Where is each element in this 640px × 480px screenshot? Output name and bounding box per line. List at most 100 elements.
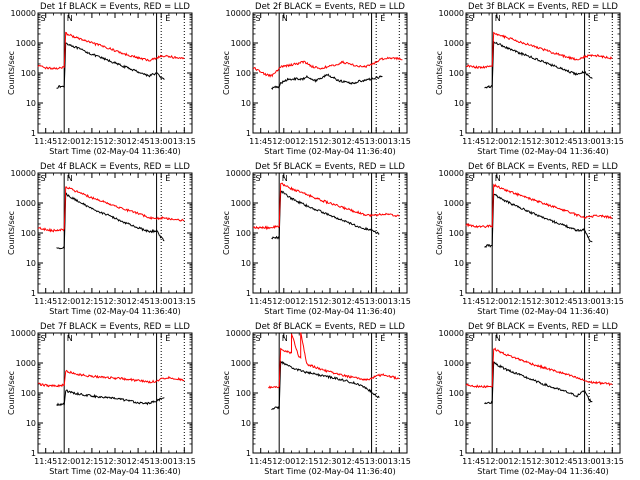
x-axis-label: Start Time (02-May-04 11:36:40) (264, 467, 395, 476)
panel: Det 1f BLACK = Events, RED = LLD 1 10 100 10… (7, 2, 196, 156)
marker-label: N (282, 174, 288, 183)
marker-label: S (41, 14, 46, 23)
panel-title: Det 5f BLACK = Events, RED = LLD (255, 162, 405, 172)
y-tick-label: 1000 (231, 199, 251, 208)
x-tick-label: 12:00 (272, 137, 295, 146)
series-events-line (56, 389, 165, 407)
marker-label: E (593, 174, 598, 183)
y-axis-label: Counts/sec (435, 371, 444, 415)
y-tick-label: 100 (236, 69, 251, 78)
y-axis-label: Counts/sec (7, 371, 16, 415)
x-tick-label: 13:00 (365, 137, 388, 146)
plot-frame (37, 332, 193, 454)
y-tick-label: 10000 (439, 169, 464, 178)
x-tick-label: 12:45 (342, 297, 365, 306)
x-tick-label: 13:15 (173, 137, 196, 146)
y-tick-label: 100 (449, 389, 464, 398)
x-tick-label: 12:30 (531, 297, 554, 306)
y-tick-label: 10 (241, 419, 251, 428)
marker-label: E (380, 334, 385, 343)
y-tick-label: 1000 (16, 359, 36, 368)
marker-label: N (67, 174, 73, 183)
y-tick-label: 10 (454, 419, 464, 428)
x-tick-label: 12:30 (318, 297, 341, 306)
x-tick-label: 12:45 (127, 297, 150, 306)
y-tick-label: 1000 (444, 359, 464, 368)
x-tick-label: 12:15 (295, 297, 318, 306)
x-tick-label: 13:15 (388, 137, 411, 146)
marker-label: E (380, 174, 385, 183)
y-tick-label: 10 (454, 99, 464, 108)
series-lld-line (37, 31, 185, 70)
y-tick-label: 10000 (11, 169, 36, 178)
plot-frame (37, 12, 193, 134)
y-tick-label: 100 (236, 229, 251, 238)
x-tick-label: 13:00 (578, 297, 601, 306)
y-axis-label: Counts/sec (435, 51, 444, 95)
panel: Det 3f BLACK = Events, RED = LLD 1 10 100 10… (435, 2, 624, 156)
y-tick-label: 10000 (226, 9, 251, 18)
x-tick-label: 13:15 (173, 457, 196, 466)
y-tick-label: 10000 (11, 9, 36, 18)
marker-label: E (380, 14, 385, 23)
x-tick-label: 11:45 (34, 137, 57, 146)
y-tick-label: 10 (241, 99, 251, 108)
marker-label: N (67, 334, 73, 343)
y-axis-label: Counts/sec (7, 211, 16, 255)
series-lld-line (465, 31, 613, 70)
y-tick-label: 10 (26, 259, 36, 268)
plot-frame (465, 332, 621, 454)
y-tick-label: 1 (31, 449, 36, 458)
series-events-line (484, 193, 593, 248)
x-tick-label: 13:00 (578, 137, 601, 146)
marker-label: N (282, 14, 288, 23)
x-tick-label: 12:45 (555, 457, 578, 466)
marker-label: N (495, 174, 501, 183)
x-tick-label: 12:30 (103, 137, 126, 146)
y-tick-label: 10000 (226, 169, 251, 178)
y-tick-label: 10 (26, 419, 36, 428)
marker-label: E (165, 174, 170, 183)
series-events-line (484, 361, 593, 405)
marker-label: S (469, 334, 474, 343)
plot-frame (252, 332, 408, 454)
x-axis-label: Start Time (02-May-04 11:36:40) (264, 147, 395, 156)
x-tick-label: 12:45 (555, 137, 578, 146)
y-tick-label: 1000 (231, 359, 251, 368)
marker-label: S (41, 334, 46, 343)
panel-title: Det 8f BLACK = Events, RED = LLD (255, 322, 405, 332)
plot-frame (252, 12, 408, 134)
y-tick-label: 100 (21, 229, 36, 238)
x-tick-label: 13:00 (365, 297, 388, 306)
marker-label: S (469, 174, 474, 183)
series-events-line (56, 192, 165, 250)
plot-frame (252, 172, 408, 294)
x-axis-label: Start Time (02-May-04 11:36:40) (477, 467, 608, 476)
panel: Det 6f BLACK = Events, RED = LLD 1 10 100 10… (435, 162, 624, 316)
panel-title: Det 6f BLACK = Events, RED = LLD (468, 162, 618, 172)
x-axis-label: Start Time (02-May-04 11:36:40) (49, 307, 180, 316)
x-tick-label: 12:15 (80, 457, 103, 466)
y-tick-label: 1 (459, 449, 464, 458)
x-tick-label: 13:15 (388, 297, 411, 306)
series-lld-line (465, 183, 613, 229)
y-tick-label: 100 (236, 389, 251, 398)
panel-title: Det 2f BLACK = Events, RED = LLD (255, 2, 405, 12)
x-tick-label: 12:15 (508, 297, 531, 306)
y-tick-label: 1 (246, 289, 251, 298)
marker-label: S (469, 14, 474, 23)
marker-label: E (593, 334, 598, 343)
x-tick-label: 12:15 (508, 137, 531, 146)
x-tick-label: 11:45 (249, 297, 272, 306)
y-tick-label: 1000 (16, 199, 36, 208)
panel: Det 5f BLACK = Events, RED = LLD 1 10 100 10… (222, 162, 411, 316)
y-axis-label: Counts/sec (7, 51, 16, 95)
y-tick-label: 10 (26, 99, 36, 108)
x-tick-label: 12:15 (80, 297, 103, 306)
y-tick-label: 1 (246, 449, 251, 458)
x-tick-label: 12:15 (508, 457, 531, 466)
y-tick-label: 100 (21, 69, 36, 78)
x-tick-label: 12:15 (80, 137, 103, 146)
x-tick-label: 11:45 (34, 297, 57, 306)
